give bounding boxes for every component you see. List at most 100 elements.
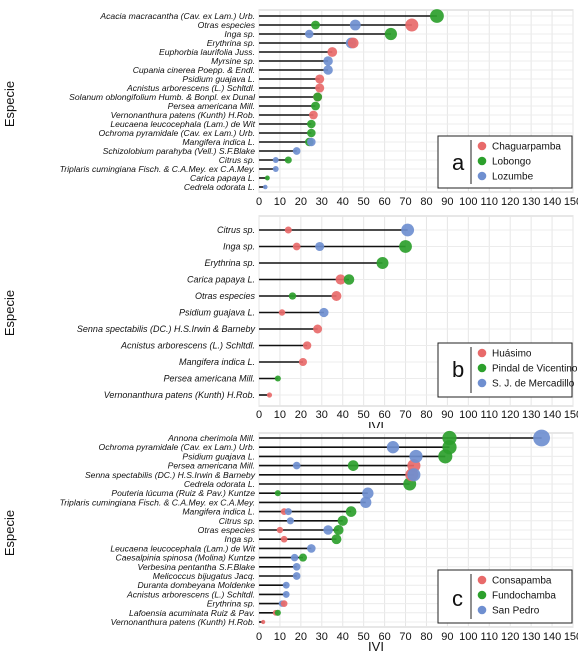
y-tick-label: Triplaris cumingiana Fisch. & C.A.Mey. e… bbox=[60, 164, 255, 174]
x-tick-label: 50 bbox=[358, 196, 370, 206]
legend-marker bbox=[477, 605, 487, 615]
panel-letter: a bbox=[452, 150, 465, 175]
x-tick-label: 110 bbox=[480, 196, 498, 206]
data-point bbox=[333, 524, 344, 536]
x-tick-label: 40 bbox=[337, 409, 349, 421]
legend-label: San Pedro bbox=[492, 606, 540, 617]
data-point bbox=[430, 9, 444, 23]
data-point bbox=[409, 449, 423, 463]
y-tick-label: Mangifera indica L. bbox=[182, 137, 255, 147]
data-point bbox=[292, 147, 301, 155]
data-point bbox=[319, 307, 329, 318]
x-tick-label: 20 bbox=[295, 196, 307, 206]
x-tick-label: 120 bbox=[501, 196, 519, 206]
y-tick-label: Mangifera indica L. bbox=[179, 357, 255, 367]
legend-label: Consapamba bbox=[492, 576, 552, 587]
data-point bbox=[272, 157, 279, 163]
data-point bbox=[272, 166, 279, 172]
data-point bbox=[288, 292, 297, 300]
y-tick-label: Pouteria lúcuma (Ruiz & Pav.) Kuntze bbox=[111, 488, 255, 498]
x-tick-label: 120 bbox=[501, 409, 519, 421]
data-point bbox=[401, 223, 415, 237]
data-point bbox=[292, 461, 301, 470]
data-point bbox=[298, 553, 308, 562]
data-point bbox=[315, 241, 325, 252]
data-point bbox=[290, 553, 299, 562]
legend-marker bbox=[477, 156, 487, 166]
data-point bbox=[280, 535, 288, 543]
data-point bbox=[274, 375, 281, 382]
legend-marker bbox=[477, 141, 487, 151]
legend-marker bbox=[477, 590, 487, 600]
data-point bbox=[347, 460, 359, 471]
data-point bbox=[323, 65, 333, 75]
y-tick-label: Verbesina pentantha S.F.Blake bbox=[137, 562, 255, 572]
y-tick-label: Myrsine sp. bbox=[211, 56, 255, 66]
data-point bbox=[280, 600, 288, 607]
y-tick-label: Vernonanthura patens (Kunth) H.Rob. bbox=[111, 617, 255, 627]
data-point bbox=[282, 581, 290, 589]
data-point bbox=[284, 226, 292, 234]
data-point bbox=[331, 534, 342, 545]
data-point bbox=[384, 27, 398, 41]
y-tick-label: Senna spectabilis (DC.) H.S.Irwin & Barn… bbox=[85, 470, 256, 480]
data-point bbox=[276, 526, 284, 534]
y-tick-label: Citrus sp. bbox=[217, 225, 255, 235]
panel-c-chart: 0 10 20 30 40 50 60 70 80 90 100110120130140150 IVI… bbox=[2, 429, 578, 651]
x-tick-label: 150 bbox=[564, 409, 578, 421]
x-tick-label: 80 bbox=[420, 196, 432, 206]
legend-box bbox=[437, 569, 573, 624]
y-tick-label: Cedrela odorata L. bbox=[184, 479, 255, 489]
legend-marker bbox=[477, 378, 487, 388]
legend-label: Lozumbe bbox=[492, 172, 534, 183]
y-tick-label: Persea americana Mill. bbox=[168, 461, 255, 471]
x-tick-label: 140 bbox=[543, 631, 561, 643]
data-point bbox=[343, 274, 355, 285]
data-point bbox=[264, 175, 270, 181]
data-point bbox=[315, 74, 325, 84]
y-tick-label: Ochroma pyramidale (Cav. ex Lam.) Urb. bbox=[99, 442, 255, 452]
data-point bbox=[323, 56, 333, 66]
data-point bbox=[278, 309, 286, 316]
x-tick-label: 20 bbox=[295, 631, 307, 643]
y-tick-label: Schizolobium parahyba (Vell.) S.F.Blake bbox=[103, 146, 256, 156]
data-point bbox=[376, 257, 389, 269]
legend-box bbox=[437, 135, 573, 189]
y-tick-label: Carica papaya L. bbox=[187, 275, 255, 285]
y-tick-label: Cedrela odorata L. bbox=[184, 182, 255, 192]
x-tick-label: 10 bbox=[274, 631, 286, 643]
y-tick-label: Citrus sp. bbox=[219, 516, 255, 526]
data-point bbox=[331, 291, 342, 301]
y-tick-label: Inga sp. bbox=[224, 534, 255, 544]
y-tick-label: Vernonanthura patens (Kunth) H.Rob. bbox=[111, 110, 255, 120]
y-tick-label: Annona cherimola Mill. bbox=[167, 433, 255, 443]
x-tick-label: 20 bbox=[295, 409, 307, 421]
x-tick-label: 130 bbox=[522, 409, 540, 421]
x-tick-label: 110 bbox=[480, 631, 498, 643]
legend-label: Pindal de Vicentino bbox=[492, 364, 578, 375]
y-tick-label: Triplaris cumingiana Fisch. & C.A.Mey. e… bbox=[60, 497, 255, 507]
data-point bbox=[309, 110, 318, 120]
panel-a-chart: 0102030405060708090100110120130140150IVI… bbox=[2, 9, 578, 206]
y-tick-label: Acnistus arborescens (L.) Schltdl. bbox=[126, 83, 255, 93]
data-point bbox=[307, 544, 316, 553]
x-tick-label: 60 bbox=[378, 631, 390, 643]
legend-marker bbox=[477, 171, 487, 181]
y-tick-label: Psidium guajava L. bbox=[182, 451, 255, 461]
y-tick-label: Caesalpinia spinosa (Molina) Kuntze bbox=[116, 553, 256, 563]
x-tick-label: 110 bbox=[480, 409, 498, 421]
x-tick-label: 100 bbox=[459, 631, 477, 643]
y-tick-label: Otras especies bbox=[195, 291, 256, 301]
data-point bbox=[335, 274, 346, 285]
data-point bbox=[311, 101, 320, 111]
y-tick-label: Acnistus arborescens (L.) Schltdl. bbox=[126, 589, 255, 599]
y-tick-label: Acnistus arborescens (L.) Schltdl. bbox=[120, 341, 255, 351]
y-tick-label: Carica papaya L. bbox=[190, 173, 255, 183]
data-point bbox=[405, 18, 419, 32]
y-tick-label: Senna spectabilis (DC.) H.S.Irwin & Barn… bbox=[77, 324, 256, 334]
y-tick-label: Psidium guajava L. bbox=[182, 74, 255, 84]
data-point bbox=[337, 515, 348, 526]
x-tick-label: 70 bbox=[399, 631, 411, 643]
data-point bbox=[313, 324, 323, 334]
panel-letter: c bbox=[452, 586, 463, 611]
